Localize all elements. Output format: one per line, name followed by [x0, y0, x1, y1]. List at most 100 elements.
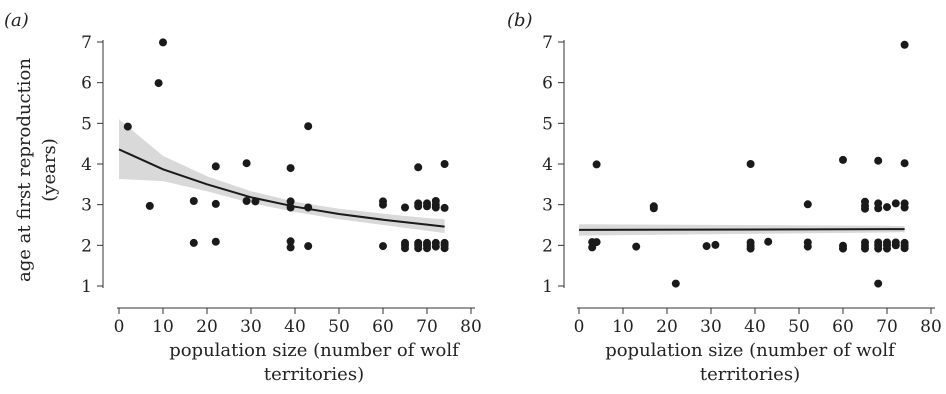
y-tick-label: 3 [81, 196, 92, 216]
data-point [839, 244, 847, 253]
data-point [746, 160, 755, 168]
data-point [891, 241, 900, 250]
y-tick-label: 2 [542, 236, 553, 256]
data-point [431, 203, 440, 212]
data-point [592, 238, 601, 247]
data-point [211, 162, 220, 171]
y-tick-label: 2 [81, 236, 92, 256]
data-point [874, 244, 883, 253]
data-point [379, 200, 387, 209]
data-point [154, 79, 163, 88]
data-point [440, 203, 449, 212]
data-point [803, 200, 812, 209]
data-point [414, 244, 423, 253]
panel-b-points [588, 40, 909, 288]
x-tick-label: 60 [372, 317, 394, 337]
data-point [900, 159, 909, 168]
x-tick-label: 30 [700, 317, 722, 337]
x-tick-label: 50 [328, 317, 350, 337]
x-tick-label: 10 [152, 317, 174, 337]
panel-a-ylabel-line1: age at first reproduction [14, 58, 35, 282]
data-point [588, 243, 597, 252]
data-point [286, 164, 295, 173]
data-point [286, 243, 295, 252]
panel-b-fit-line [578, 228, 905, 231]
x-tick-label: 70 [416, 317, 438, 337]
data-point [401, 203, 409, 212]
panel-a-fit-line [118, 148, 445, 228]
x-tick-label: 50 [788, 317, 810, 337]
data-point [414, 163, 423, 172]
panel-a-points [123, 38, 449, 253]
data-point [304, 122, 313, 131]
data-point [861, 244, 869, 253]
data-point [711, 240, 720, 249]
y-tick-label: 7 [81, 33, 92, 53]
panel-a-xlabel-line1: population size (number of wolf [169, 340, 460, 361]
y-tick-label: 6 [542, 74, 553, 94]
data-point [211, 237, 220, 246]
data-point [242, 197, 251, 205]
data-point [861, 204, 869, 213]
data-point [159, 38, 167, 47]
y-tick-label: 6 [81, 74, 92, 94]
data-point [189, 238, 198, 247]
data-point [423, 202, 431, 211]
data-point [883, 244, 891, 253]
data-point [401, 244, 409, 253]
x-tick-label: 20 [656, 317, 678, 337]
panel-a: (a) age at first reproduction (years) 1 2… [4, 10, 482, 385]
data-point [883, 203, 891, 212]
data-point [379, 242, 387, 251]
y-tick-label: 5 [542, 114, 553, 134]
panel-a-xlabel-line2: territories) [264, 364, 364, 385]
x-tick-label: 0 [114, 317, 125, 337]
data-point [671, 279, 680, 288]
data-point [440, 160, 449, 168]
panel-a-fit-curve [118, 148, 445, 228]
panel-b-xlabel-line2: territories) [700, 364, 800, 385]
x-tick-label: 10 [612, 317, 634, 337]
y-tick-label: 5 [81, 114, 92, 134]
panel-b-label: (b) [507, 10, 533, 31]
x-tick-label: 20 [196, 317, 218, 337]
x-tick-label: 30 [240, 317, 262, 337]
data-point [211, 199, 220, 208]
data-point [440, 244, 449, 253]
data-point [764, 237, 773, 246]
panel-a-ylabel-line2: (years) [39, 138, 60, 201]
data-point [900, 40, 909, 49]
data-point [874, 156, 883, 165]
data-point [286, 237, 295, 246]
x-tick-label: 60 [832, 317, 854, 337]
data-point [304, 242, 313, 251]
data-point [649, 204, 658, 213]
data-point [286, 203, 295, 212]
data-point [632, 242, 641, 251]
data-point [592, 160, 601, 169]
x-tick-label: 70 [876, 317, 898, 337]
y-tick-label: 1 [81, 277, 92, 297]
data-point [900, 244, 909, 253]
data-point [251, 197, 260, 206]
panel-b-xlabel-line1: population size (number of wolf [605, 340, 896, 361]
panel-a-label: (a) [4, 10, 29, 31]
data-point [803, 242, 812, 251]
data-point [891, 199, 900, 208]
panel-a-confidence-band [119, 119, 445, 234]
data-point [746, 244, 755, 253]
data-point [242, 159, 251, 168]
data-point [874, 279, 883, 288]
x-tick-label: 0 [574, 317, 585, 337]
data-point [839, 155, 847, 164]
y-tick-label: 3 [542, 196, 553, 216]
y-tick-label: 4 [542, 155, 553, 175]
x-tick-label: 40 [284, 317, 306, 337]
y-tick-label: 4 [81, 155, 92, 175]
data-point [431, 242, 440, 251]
data-point [123, 122, 132, 131]
data-point [189, 197, 198, 205]
